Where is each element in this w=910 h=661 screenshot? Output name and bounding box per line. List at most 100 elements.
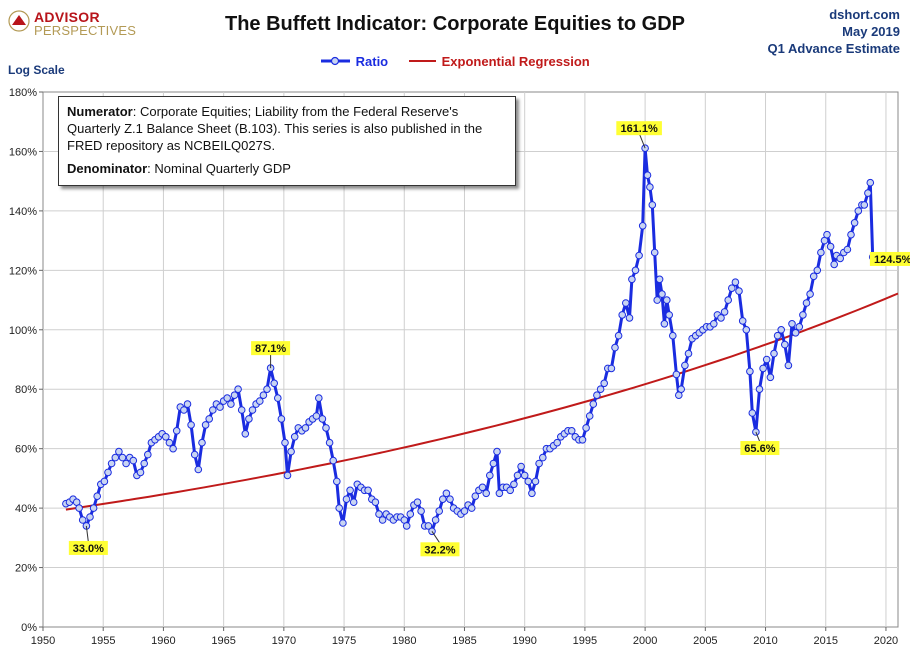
ratio-point (256, 397, 264, 405)
ratio-point (162, 433, 170, 441)
ratio-point (535, 459, 543, 468)
ratio-point (759, 364, 767, 373)
ratio-point (439, 495, 447, 504)
note-denominator-text: : Nominal Quarterly GDP (147, 161, 291, 176)
x-tick-label: 1955 (91, 635, 115, 647)
annotation-leader (638, 132, 646, 149)
log-scale-label: Log Scale (8, 63, 65, 77)
ratio-point (482, 489, 491, 498)
ratio-point (567, 427, 576, 435)
annotation-bg (869, 251, 910, 266)
ratio-point (486, 471, 494, 480)
ratio-point (864, 189, 872, 197)
ratio-point (78, 516, 87, 524)
ratio-point (850, 219, 859, 227)
y-tick-label: 0% (21, 622, 37, 634)
ratio-point (467, 504, 476, 512)
ratio-point (593, 391, 601, 400)
ratio-point (287, 447, 295, 456)
ratio-point (847, 230, 855, 239)
ratio-point (631, 266, 640, 275)
ratio-point (860, 201, 869, 209)
ratio-point (611, 343, 619, 352)
ratio-point (315, 394, 323, 402)
ratio-point (86, 513, 94, 521)
ratio-point (259, 391, 268, 400)
ratio-point (100, 477, 109, 486)
ratio-point (136, 468, 145, 477)
ratio-point (528, 489, 536, 498)
ratio-point (795, 323, 804, 331)
ratio-point (406, 510, 415, 518)
note-numerator-text: : Corporate Equities; Liability from the… (67, 104, 483, 153)
ratio-point (446, 495, 454, 504)
ratio-point (809, 272, 818, 281)
ratio-point (742, 326, 751, 334)
x-tick-label: 1960 (151, 635, 175, 647)
annotation-bg (68, 540, 108, 555)
ratio-point (183, 400, 192, 408)
ratio-point (658, 290, 666, 298)
ratio-point (165, 438, 174, 447)
legend-regression: Exponential Regression (408, 54, 590, 69)
x-tick-label: 1975 (332, 635, 356, 647)
ratio-point (589, 400, 598, 408)
note-denominator: Denominator: Nominal Quarterly GDP (67, 160, 507, 177)
ratio-point (770, 349, 778, 358)
ratio-point (669, 331, 677, 340)
annotation-leader (85, 525, 89, 543)
x-tick-label: 1990 (512, 635, 536, 647)
ratio-point (144, 450, 152, 459)
ratio-point (104, 468, 112, 477)
x-tick-label: 1970 (272, 635, 296, 647)
ratio-point (169, 444, 177, 453)
ratio-point (684, 349, 693, 358)
ratio-point (524, 477, 533, 486)
ratio-point (198, 438, 206, 447)
ratio-point (312, 412, 321, 420)
ratio-point (277, 415, 286, 423)
ratio-point (578, 436, 587, 444)
ratio-point (836, 254, 845, 263)
ratio-point (187, 421, 195, 429)
ratio-point (843, 245, 852, 254)
x-tick-label: 2015 (814, 635, 838, 647)
ratio-point (424, 522, 433, 530)
ratio-point (585, 412, 594, 420)
logo-line2: PERSPECTIVES (34, 23, 137, 38)
ratio-point (263, 385, 271, 394)
ratio-point (234, 385, 242, 394)
ratio-point (653, 296, 662, 304)
ratio-point (329, 456, 338, 465)
legend-ratio-label: Ratio (355, 54, 389, 69)
annotation-label: 161.1% (620, 123, 658, 135)
ratio-point (301, 424, 310, 432)
ratio-point (417, 507, 425, 515)
ratio-point (230, 391, 239, 400)
x-tick-label: 2005 (693, 635, 717, 647)
annotation-bg (740, 441, 780, 456)
ratio-point (802, 299, 811, 307)
ratio-point (333, 477, 341, 486)
ratio-point (710, 320, 718, 328)
ratio-point (677, 385, 686, 394)
y-tick-label: 40% (15, 503, 37, 515)
ratio-point (826, 242, 835, 251)
ratio-point (752, 428, 760, 436)
ratio-point (866, 178, 875, 187)
ratio-point (335, 504, 344, 512)
legend-ratio-swatch (321, 56, 350, 66)
ratio-point (93, 492, 101, 501)
ratio-point (628, 275, 636, 284)
y-tick-label: 180% (9, 87, 37, 99)
ratio-point (118, 453, 127, 462)
ratio-point (223, 394, 231, 402)
ratio-point (194, 465, 203, 474)
ratio-point (339, 519, 347, 527)
ratio-point (728, 284, 736, 293)
ratio-point (201, 421, 210, 429)
advisor-perspectives-logo: ADVISOR PERSPECTIVES (8, 8, 138, 38)
ratio-point (140, 459, 148, 468)
x-tick-label: 2020 (874, 635, 898, 647)
annotation-bg (420, 542, 460, 557)
